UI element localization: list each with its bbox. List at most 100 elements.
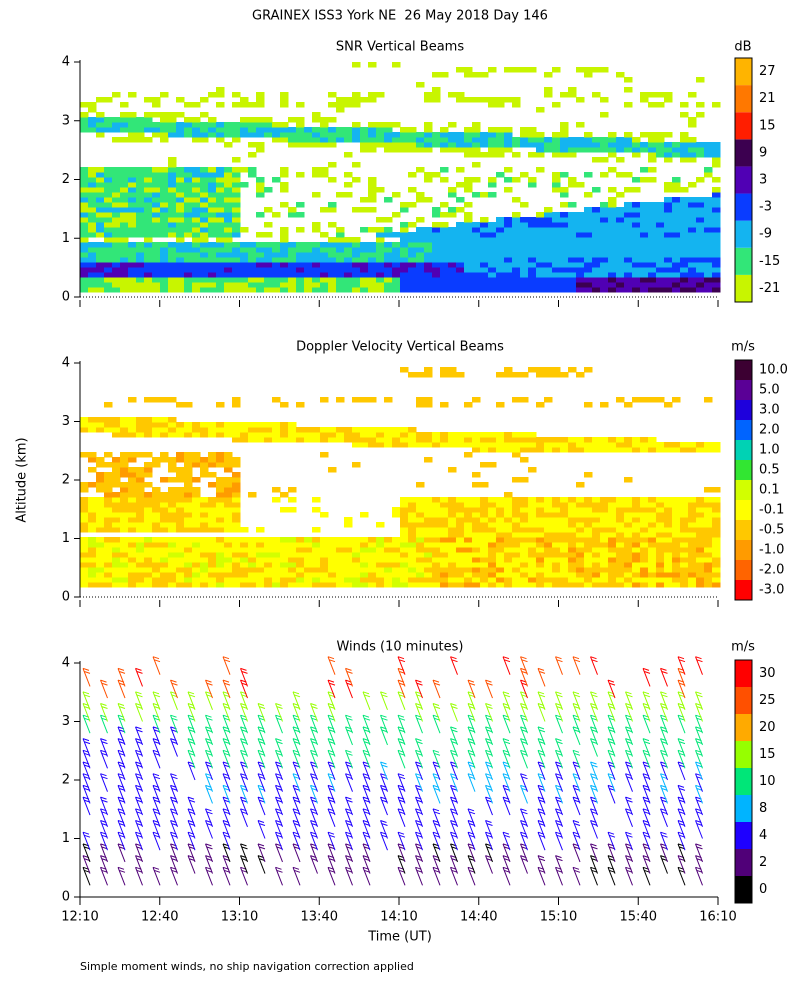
field-cell bbox=[472, 142, 481, 148]
field-cell bbox=[216, 562, 225, 568]
field-cell bbox=[280, 237, 289, 243]
field-cell bbox=[392, 427, 401, 433]
field-cell bbox=[248, 102, 257, 108]
field-cell bbox=[552, 547, 561, 553]
field-cell bbox=[240, 287, 249, 293]
field-cell bbox=[128, 482, 137, 488]
field-cell bbox=[208, 257, 217, 263]
field-cell bbox=[512, 262, 521, 268]
field-cell bbox=[440, 577, 449, 583]
field-cell bbox=[640, 282, 649, 288]
field-cell bbox=[632, 137, 641, 143]
field-cell bbox=[280, 227, 289, 233]
field-cell bbox=[96, 507, 105, 513]
field-cell bbox=[600, 232, 609, 238]
field-cell bbox=[456, 247, 465, 253]
wind-barb bbox=[415, 738, 423, 757]
field-cell bbox=[584, 252, 593, 258]
field-cell bbox=[168, 397, 177, 403]
field-cell bbox=[600, 447, 609, 453]
field-cell bbox=[480, 232, 489, 238]
y-tick-label: 4 bbox=[62, 356, 70, 371]
field-cell bbox=[520, 252, 529, 258]
field-cell bbox=[632, 577, 641, 583]
field-cell bbox=[120, 197, 129, 203]
field-cell bbox=[688, 277, 697, 283]
field-cell bbox=[152, 247, 161, 253]
field-cell bbox=[544, 137, 553, 143]
field-cell bbox=[160, 92, 169, 98]
field-cell bbox=[112, 177, 121, 183]
field-cell bbox=[416, 277, 425, 283]
field-cell bbox=[416, 372, 425, 378]
field-cell bbox=[224, 482, 233, 488]
field-cell bbox=[352, 262, 361, 268]
field-cell bbox=[664, 577, 673, 583]
field-cell bbox=[600, 542, 609, 548]
field-cell bbox=[608, 437, 617, 443]
field-cell bbox=[80, 422, 89, 428]
field-cell bbox=[440, 242, 449, 248]
field-cell bbox=[184, 197, 193, 203]
field-cell bbox=[96, 132, 105, 138]
field-cell bbox=[624, 267, 633, 273]
field-cell bbox=[640, 167, 649, 173]
field-cell bbox=[392, 542, 401, 548]
field-cell bbox=[704, 447, 713, 453]
field-cell bbox=[568, 447, 577, 453]
field-cell bbox=[184, 167, 193, 173]
field-cell bbox=[520, 127, 529, 133]
wind-barb bbox=[555, 656, 563, 675]
field-cell bbox=[160, 282, 169, 288]
wind-barb bbox=[537, 855, 546, 874]
wind-barb bbox=[537, 667, 546, 687]
field-cell bbox=[104, 497, 113, 503]
field-cell bbox=[104, 402, 113, 408]
field-cell bbox=[272, 437, 281, 443]
field-cell bbox=[680, 262, 689, 268]
field-cell bbox=[136, 172, 145, 178]
field-cell bbox=[96, 567, 105, 573]
field-cell bbox=[296, 272, 305, 278]
field-cell bbox=[152, 432, 161, 438]
field-cell bbox=[392, 142, 401, 148]
field-cell bbox=[344, 172, 353, 178]
field-cell bbox=[520, 222, 529, 228]
field-cell bbox=[88, 557, 97, 563]
field-cell bbox=[536, 252, 545, 258]
field-cell bbox=[568, 87, 577, 93]
field-cell bbox=[584, 67, 593, 73]
field-cell bbox=[640, 267, 649, 273]
field-cell bbox=[664, 252, 673, 258]
field-cell bbox=[680, 242, 689, 248]
field-cell bbox=[104, 257, 113, 263]
field-cell bbox=[656, 557, 665, 563]
wind-barb bbox=[345, 714, 353, 734]
field-cell bbox=[696, 567, 705, 573]
field-cell bbox=[184, 432, 193, 438]
field-cell bbox=[464, 522, 473, 528]
field-cell bbox=[544, 267, 553, 273]
colorbar-segment bbox=[735, 540, 752, 560]
field-cell bbox=[184, 222, 193, 228]
field-cell bbox=[112, 257, 121, 263]
field-cell bbox=[304, 287, 313, 293]
field-cell bbox=[656, 582, 665, 588]
field-cell bbox=[568, 437, 577, 443]
field-cell bbox=[384, 562, 393, 568]
field-cell bbox=[176, 172, 185, 178]
field-cell bbox=[456, 432, 465, 438]
field-cell bbox=[648, 567, 657, 573]
field-cell bbox=[688, 92, 697, 98]
field-cell bbox=[584, 237, 593, 243]
field-cell bbox=[80, 117, 89, 123]
field-cell bbox=[480, 512, 489, 518]
colorbar-segment bbox=[735, 876, 752, 903]
field-cell bbox=[680, 532, 689, 538]
field-cell bbox=[640, 227, 649, 233]
field-cell bbox=[304, 277, 313, 283]
field-cell bbox=[632, 272, 641, 278]
field-cell bbox=[568, 212, 577, 218]
field-cell bbox=[672, 532, 681, 538]
field-cell bbox=[376, 122, 385, 128]
